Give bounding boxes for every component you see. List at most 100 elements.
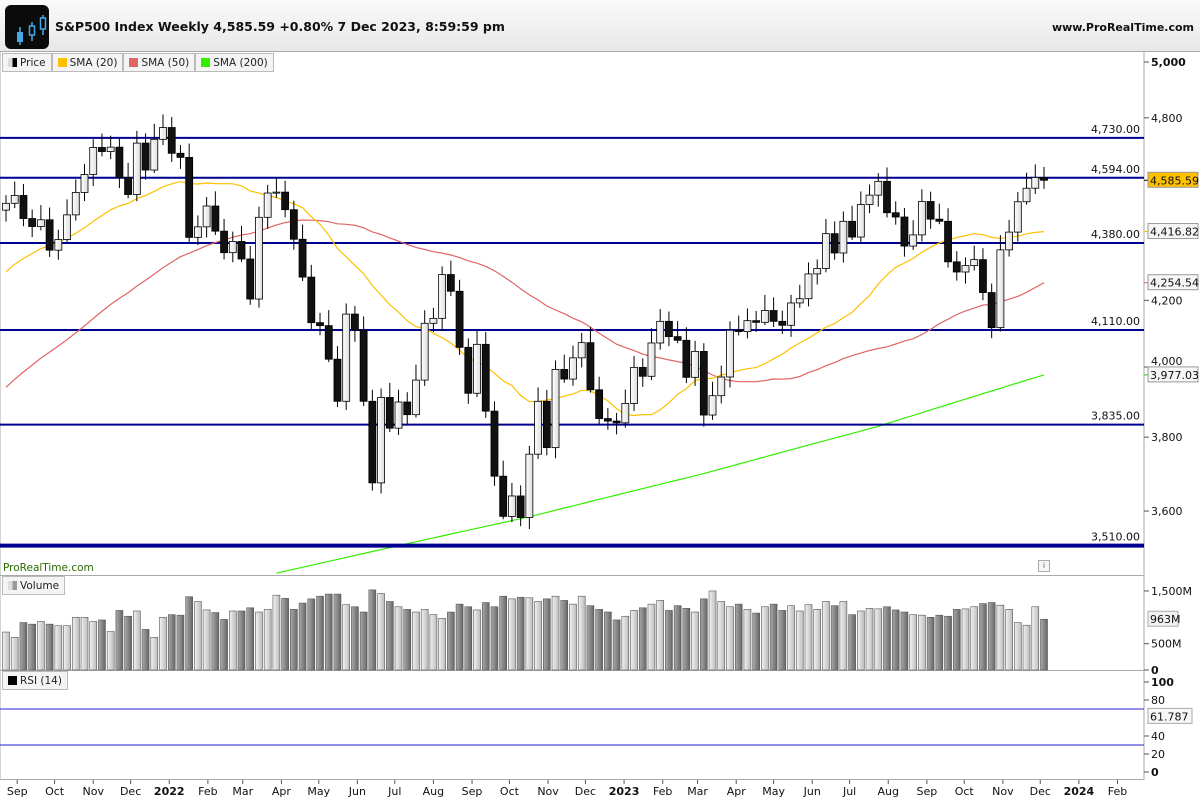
candle-down[interactable] <box>45 219 54 251</box>
candle-up[interactable] <box>970 259 979 267</box>
candle-down[interactable] <box>333 358 342 402</box>
candle-down[interactable] <box>952 261 961 273</box>
candle-down[interactable] <box>612 420 621 424</box>
candle-up[interactable] <box>551 369 560 449</box>
legend-sma200[interactable]: SMA (200) <box>195 53 274 72</box>
candle-up[interactable] <box>255 216 263 300</box>
legend-volume[interactable]: Volume <box>2 576 66 595</box>
candle-up[interactable] <box>787 302 795 326</box>
candle-down[interactable] <box>115 146 124 178</box>
candle-down[interactable] <box>19 195 28 219</box>
candle-down[interactable] <box>298 238 307 278</box>
candle-up[interactable] <box>429 317 438 324</box>
candle-down[interactable] <box>289 209 298 240</box>
candle-up[interactable] <box>71 192 80 216</box>
candle-down[interactable] <box>481 343 490 412</box>
candle-down[interactable] <box>237 241 246 260</box>
candle-down[interactable] <box>900 216 909 247</box>
candle-down[interactable] <box>446 274 455 292</box>
candle-down[interactable] <box>455 290 464 348</box>
candle-down[interactable] <box>682 339 691 378</box>
legend-sma50[interactable]: SMA (50) <box>123 53 196 72</box>
candle-down[interactable] <box>464 346 473 394</box>
candle-down[interactable] <box>542 400 551 449</box>
candle-down[interactable] <box>167 127 176 154</box>
candle-up[interactable] <box>569 357 577 380</box>
candle-up[interactable] <box>80 174 89 193</box>
candle-down[interactable] <box>351 313 359 331</box>
candle-up[interactable] <box>577 342 586 359</box>
legend-rsi[interactable]: RSI (14) <box>2 671 68 690</box>
candle-down[interactable] <box>1040 177 1048 181</box>
candle-up[interactable] <box>691 351 699 378</box>
candle-down[interactable] <box>368 400 377 484</box>
candle-down[interactable] <box>220 230 228 254</box>
candle-up[interactable] <box>106 146 115 152</box>
candle-up[interactable] <box>1005 231 1014 251</box>
site-link[interactable]: www.ProRealTime.com <box>1051 21 1194 34</box>
candle-up[interactable] <box>534 400 542 455</box>
candle-down[interactable] <box>211 205 220 232</box>
candle-down[interactable] <box>665 320 673 338</box>
candle-down[interactable] <box>603 418 612 422</box>
candle-up[interactable] <box>394 401 403 429</box>
candle-up[interactable] <box>839 220 848 254</box>
candle-down[interactable] <box>124 177 133 195</box>
candle-down[interactable] <box>307 276 316 324</box>
candle-up[interactable] <box>760 310 769 323</box>
candle-down[interactable] <box>98 147 106 152</box>
candle-up[interactable] <box>909 234 918 247</box>
candle-up[interactable] <box>10 195 19 204</box>
candle-up[interactable] <box>996 249 1005 329</box>
candle-up[interactable] <box>36 219 45 227</box>
legend-sma20[interactable]: SMA (20) <box>51 53 124 72</box>
candle-down[interactable] <box>944 220 952 263</box>
candle-up[interactable] <box>1022 187 1031 203</box>
candle-up[interactable] <box>822 233 830 269</box>
candle-down[interactable] <box>595 389 604 419</box>
candle-down[interactable] <box>28 218 37 227</box>
candle-down[interactable] <box>830 233 839 254</box>
candle-up[interactable] <box>228 241 237 254</box>
candle-down[interactable] <box>490 410 499 477</box>
candle-up[interactable] <box>525 453 534 518</box>
candle-up[interactable] <box>263 192 272 218</box>
candle-up[interactable] <box>630 366 638 404</box>
candle-down[interactable] <box>359 329 368 402</box>
candle-up[interactable] <box>621 403 630 424</box>
candle-up[interactable] <box>708 395 717 416</box>
candle-down[interactable] <box>560 369 569 380</box>
candle-down[interactable] <box>699 351 708 416</box>
candle-up[interactable] <box>865 194 874 205</box>
candle-up[interactable] <box>54 239 63 251</box>
candle-up[interactable] <box>377 397 385 484</box>
candle-down[interactable] <box>935 218 944 222</box>
candle-down[interactable] <box>141 142 150 171</box>
candle-down[interactable] <box>176 152 185 158</box>
candle-down[interactable] <box>403 401 412 416</box>
candle-down[interactable] <box>638 366 647 377</box>
candle-down[interactable] <box>926 201 935 220</box>
candle-up[interactable] <box>961 265 970 273</box>
candle-down[interactable] <box>734 329 743 333</box>
candle-up[interactable] <box>813 268 822 275</box>
candle-up[interactable] <box>132 142 141 195</box>
candle-up[interactable] <box>804 273 813 300</box>
candle-down[interactable] <box>185 156 194 238</box>
candle-down[interactable] <box>281 191 290 211</box>
candle-up[interactable] <box>726 329 734 378</box>
candle-down[interactable] <box>979 259 987 293</box>
candle-down[interactable] <box>883 180 891 214</box>
candle-up[interactable] <box>508 495 516 517</box>
candle-down[interactable] <box>324 325 333 360</box>
candle-down[interactable] <box>516 495 525 518</box>
candle-up[interactable] <box>856 204 865 238</box>
candle-up[interactable] <box>193 226 202 238</box>
candle-down[interactable] <box>891 212 900 218</box>
candle-down[interactable] <box>769 310 778 322</box>
info-icon[interactable]: i <box>1038 560 1050 572</box>
candle-up[interactable] <box>874 180 883 196</box>
candle-down[interactable] <box>316 322 324 327</box>
candle-down[interactable] <box>673 336 682 341</box>
candle-up[interactable] <box>656 320 665 344</box>
